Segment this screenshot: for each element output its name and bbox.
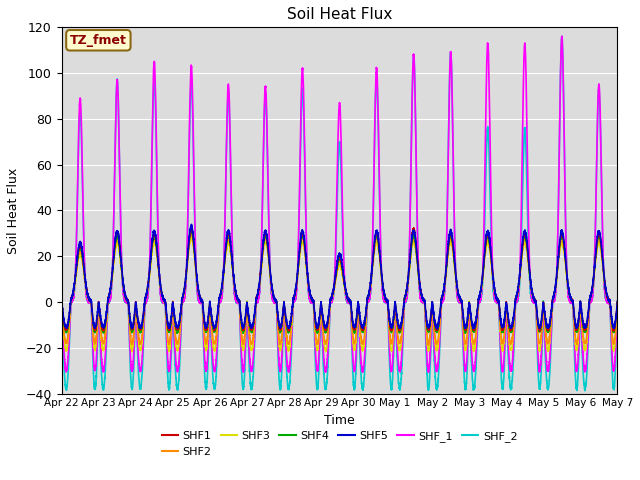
SHF2	[58, 299, 65, 305]
SHF2	[246, 338, 254, 344]
SHF_2	[480, 262, 488, 267]
SHF_1	[246, 363, 254, 369]
SHF5	[188, 221, 195, 227]
SHF2	[614, 299, 621, 305]
SHF1	[464, 313, 472, 319]
SHF4	[584, 321, 591, 326]
SHF_2	[321, 381, 328, 387]
SHF2	[464, 319, 472, 324]
Line: SHF2: SHF2	[61, 232, 618, 345]
Line: SHF_1: SHF_1	[61, 36, 618, 372]
SHF4	[614, 299, 621, 304]
SHF3	[584, 334, 591, 340]
SHF5	[321, 324, 328, 330]
SHF_2	[590, 268, 598, 274]
Legend: SHF1, SHF2, SHF3, SHF4, SHF5, SHF_1, SHF_2: SHF1, SHF2, SHF3, SHF4, SHF5, SHF_1, SHF…	[157, 427, 522, 461]
Line: SHF3: SHF3	[61, 237, 618, 352]
SHF_2	[464, 347, 472, 352]
SHF_1	[321, 364, 328, 370]
SHF2	[188, 229, 195, 235]
SHF1	[321, 325, 328, 331]
SHF4	[590, 269, 598, 275]
SHF_2	[584, 360, 591, 366]
SHF5	[584, 317, 591, 323]
SHF3	[614, 300, 621, 306]
SHF1	[480, 262, 488, 267]
SHF5	[480, 260, 488, 265]
SHF1	[614, 300, 621, 306]
SHF_2	[558, 34, 566, 39]
SHF_2	[581, 388, 589, 394]
SHF3	[480, 268, 488, 274]
Line: SHF1: SHF1	[61, 228, 618, 331]
SHF_2	[614, 298, 621, 303]
Title: Soil Heat Flux: Soil Heat Flux	[287, 7, 392, 22]
SHF3	[321, 345, 329, 351]
SHF4	[58, 299, 65, 305]
SHF5	[590, 267, 598, 273]
SHF_1	[425, 370, 433, 375]
SHF_1	[464, 334, 472, 340]
SHF5	[58, 300, 65, 306]
SHF4	[480, 263, 488, 269]
SHF_1	[590, 267, 598, 273]
Text: TZ_fmet: TZ_fmet	[70, 34, 127, 47]
SHF1	[58, 299, 65, 304]
SHF5	[433, 326, 441, 332]
SHF3	[590, 271, 598, 276]
SHF_1	[614, 299, 621, 304]
SHF3	[58, 299, 65, 305]
SHF2	[425, 342, 433, 348]
SHF1	[590, 269, 598, 275]
SHF3	[188, 234, 195, 240]
Y-axis label: Soil Heat Flux: Soil Heat Flux	[7, 168, 20, 253]
SHF_1	[584, 348, 591, 354]
SHF4	[246, 327, 254, 333]
SHF1	[246, 324, 254, 330]
SHF1	[584, 319, 591, 325]
SHF3	[128, 349, 136, 355]
SHF1	[536, 328, 543, 334]
SHF3	[464, 322, 472, 327]
SHF2	[480, 264, 488, 270]
SHF4	[188, 227, 195, 233]
SHF1	[410, 225, 417, 230]
SHF3	[247, 345, 255, 350]
SHF2	[590, 271, 598, 276]
SHF2	[321, 338, 328, 344]
Line: SHF_2: SHF_2	[61, 36, 618, 391]
X-axis label: Time: Time	[324, 414, 355, 427]
SHF4	[321, 328, 328, 334]
SHF_1	[480, 239, 488, 245]
Line: SHF5: SHF5	[61, 224, 618, 329]
Line: SHF4: SHF4	[61, 230, 618, 334]
SHF_1	[558, 33, 566, 39]
SHF5	[246, 323, 254, 329]
SHF4	[464, 313, 472, 319]
SHF2	[584, 326, 591, 332]
SHF_1	[58, 299, 65, 304]
SHF_2	[58, 299, 65, 305]
SHF4	[461, 331, 469, 336]
SHF5	[464, 310, 472, 315]
SHF5	[614, 299, 621, 305]
SHF_2	[246, 379, 254, 385]
